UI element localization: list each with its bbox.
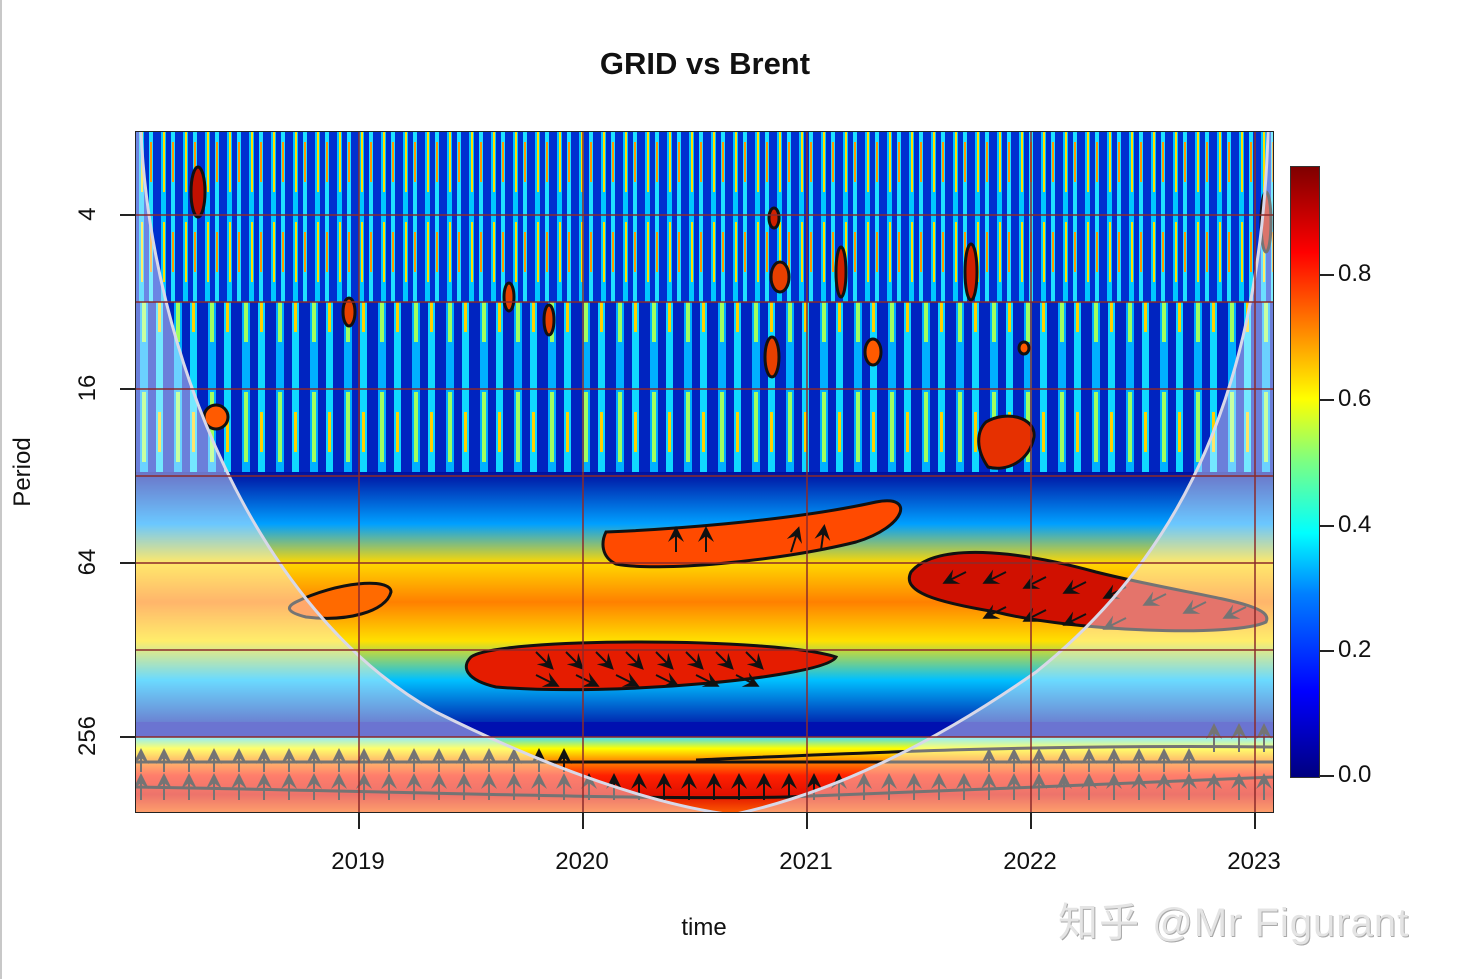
colorbar-label-0.2: 0.2 [1338,636,1372,663]
heatmap-canvas [136,132,1273,812]
x-tick-2019 [358,813,360,829]
y-tick-256 [120,736,135,738]
gridlines [136,132,1273,812]
colorbar-tick-0.8 [1320,274,1334,276]
colorbar-tick-0.2 [1320,650,1334,652]
y-axis-label: Period [9,437,36,507]
x-tick-label-2019: 2019 [331,848,385,875]
colorbar-label-0.0: 0.0 [1338,761,1372,788]
chart-title: GRID vs Brent [599,46,811,81]
y-tick-label-64: 64 [74,548,101,576]
x-tick-label-2023: 2023 [1227,848,1281,875]
x-tick-label-2020: 2020 [555,848,609,875]
colorbar-tick-0.4 [1320,525,1334,527]
wavelet-coherence-plot [135,131,1274,813]
y-tick-label-4: 4 [74,207,101,221]
x-tick-2020 [582,813,584,829]
x-tick-2023 [1254,813,1256,829]
colorbar-tick-0.0 [1320,775,1334,777]
x-tick-2022 [1030,813,1032,829]
x-axis-label: time [681,914,727,941]
y-tick-64 [120,562,135,564]
colorbar-label-0.4: 0.4 [1338,511,1372,538]
y-tick-4 [120,214,135,216]
x-tick-label-2022: 2022 [1003,848,1057,875]
colorbar-label-0.6: 0.6 [1338,385,1372,412]
x-tick-label-2021: 2021 [779,848,833,875]
colorbar [1290,166,1320,778]
colorbar-label-0.8: 0.8 [1338,260,1372,287]
phase-arrows [535,524,1247,687]
image-left-edge [0,0,2,979]
watermark: 知乎 @Mr Figurant [1058,901,1410,945]
y-tick-label-256: 256 [74,715,101,757]
y-tick-label-16: 16 [74,374,101,402]
y-tick-16 [120,388,135,390]
x-tick-2021 [806,813,808,829]
colorbar-tick-0.6 [1320,399,1334,401]
phase-arrows-low [136,723,1272,800]
